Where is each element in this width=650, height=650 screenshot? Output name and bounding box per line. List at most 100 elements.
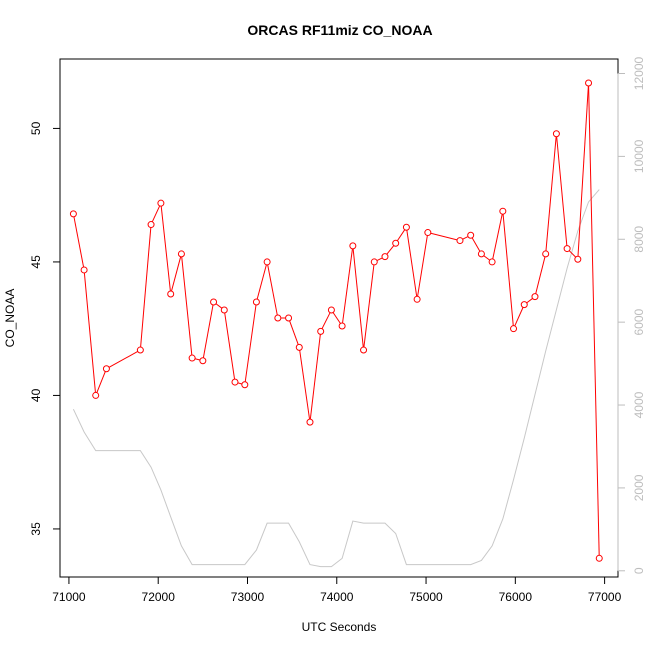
series-segment bbox=[224, 312, 236, 380]
series-segment bbox=[237, 382, 243, 385]
series-segment bbox=[462, 236, 469, 240]
data-point bbox=[177, 250, 185, 258]
data-point bbox=[563, 245, 571, 253]
series-segment bbox=[215, 303, 223, 309]
y2-tick-label: 10000 bbox=[632, 139, 646, 173]
series-segment bbox=[96, 371, 106, 393]
data-point bbox=[456, 237, 464, 245]
series-segment bbox=[181, 256, 193, 356]
data-point bbox=[102, 365, 110, 373]
series-segment bbox=[202, 304, 214, 358]
data-point bbox=[210, 298, 218, 306]
data-point bbox=[585, 79, 593, 87]
data-point bbox=[220, 306, 228, 314]
series-segment bbox=[151, 205, 161, 223]
series-segment bbox=[160, 206, 171, 292]
series-segment bbox=[267, 264, 278, 316]
data-point bbox=[167, 290, 175, 298]
x-tick-label: 72000 bbox=[142, 590, 176, 604]
series-segment bbox=[568, 250, 577, 258]
data-point bbox=[370, 258, 378, 266]
series-segment bbox=[83, 272, 96, 393]
x-tick-label: 74000 bbox=[320, 590, 354, 604]
y-tick-label: 40 bbox=[29, 388, 43, 402]
data-point bbox=[69, 210, 77, 218]
data-point bbox=[477, 250, 485, 258]
series-segment bbox=[332, 312, 341, 324]
x-tick-label: 76000 bbox=[499, 590, 533, 604]
series-segment bbox=[502, 214, 514, 326]
data-point bbox=[510, 325, 518, 333]
data-point bbox=[285, 314, 293, 322]
x-tick-label: 71000 bbox=[52, 590, 86, 604]
y2-tick-label: 6000 bbox=[632, 308, 646, 335]
series-segment bbox=[73, 216, 85, 268]
series-segment bbox=[483, 255, 491, 261]
series-segment bbox=[363, 264, 375, 348]
series-segment bbox=[309, 334, 321, 420]
data-point bbox=[595, 554, 603, 562]
series-segment bbox=[556, 136, 568, 246]
data-point bbox=[413, 295, 421, 303]
data-point bbox=[327, 306, 335, 314]
series-segment bbox=[244, 304, 257, 382]
data-point bbox=[360, 346, 368, 354]
series-segment bbox=[108, 351, 138, 368]
data-point bbox=[80, 266, 88, 274]
series-segment bbox=[194, 358, 201, 361]
series-segment bbox=[352, 248, 364, 348]
data-point bbox=[199, 357, 207, 365]
y2-tick-label: 2000 bbox=[632, 474, 646, 501]
data-point bbox=[520, 301, 528, 309]
series-segment bbox=[417, 235, 428, 297]
data-point bbox=[306, 418, 314, 426]
data-point bbox=[552, 130, 560, 138]
x-tick-label: 73000 bbox=[231, 590, 265, 604]
data-point bbox=[488, 258, 496, 266]
data-point bbox=[467, 231, 475, 239]
data-point bbox=[231, 378, 239, 386]
y-tick-label: 50 bbox=[29, 121, 43, 135]
data-point bbox=[499, 207, 507, 215]
data-point bbox=[274, 314, 282, 322]
data-point bbox=[531, 293, 539, 301]
series-segment bbox=[321, 312, 331, 329]
data-point bbox=[157, 199, 165, 207]
data-point bbox=[317, 327, 325, 335]
series-segment bbox=[289, 320, 299, 345]
data-point bbox=[424, 229, 432, 237]
x-axis-label: UTC Seconds bbox=[302, 620, 377, 634]
series-segment bbox=[406, 230, 418, 297]
y-tick-label: 45 bbox=[29, 255, 43, 269]
y2-tick-label: 12000 bbox=[632, 56, 646, 90]
data-point bbox=[338, 322, 346, 330]
data-point bbox=[402, 223, 410, 231]
series-segment bbox=[471, 237, 481, 252]
series-segment bbox=[299, 350, 311, 420]
series-segment bbox=[492, 214, 503, 260]
series-segment bbox=[577, 85, 589, 257]
series-segment bbox=[256, 264, 267, 300]
data-point bbox=[349, 242, 357, 250]
series-segment bbox=[545, 136, 557, 251]
series-segment bbox=[170, 256, 182, 292]
series-segment bbox=[140, 227, 152, 348]
series-segment bbox=[514, 307, 524, 327]
series-layer bbox=[69, 79, 603, 568]
secondary-y-axis: 0 2000 4000 6000 8000 10000 12000 bbox=[617, 56, 646, 574]
data-point bbox=[252, 298, 260, 306]
data-point bbox=[136, 346, 144, 354]
y2-tick-label: 8000 bbox=[632, 226, 646, 253]
data-point bbox=[263, 258, 271, 266]
series-segment bbox=[588, 86, 600, 556]
series-segment bbox=[386, 245, 395, 255]
y2-tick-label: 4000 bbox=[632, 391, 646, 418]
data-point bbox=[542, 250, 550, 258]
x-tick-label: 77000 bbox=[588, 590, 622, 604]
series-segment bbox=[396, 229, 406, 242]
series-segment bbox=[342, 248, 353, 324]
series-segment bbox=[376, 257, 383, 262]
data-point bbox=[147, 221, 155, 229]
series-segment bbox=[430, 232, 458, 241]
